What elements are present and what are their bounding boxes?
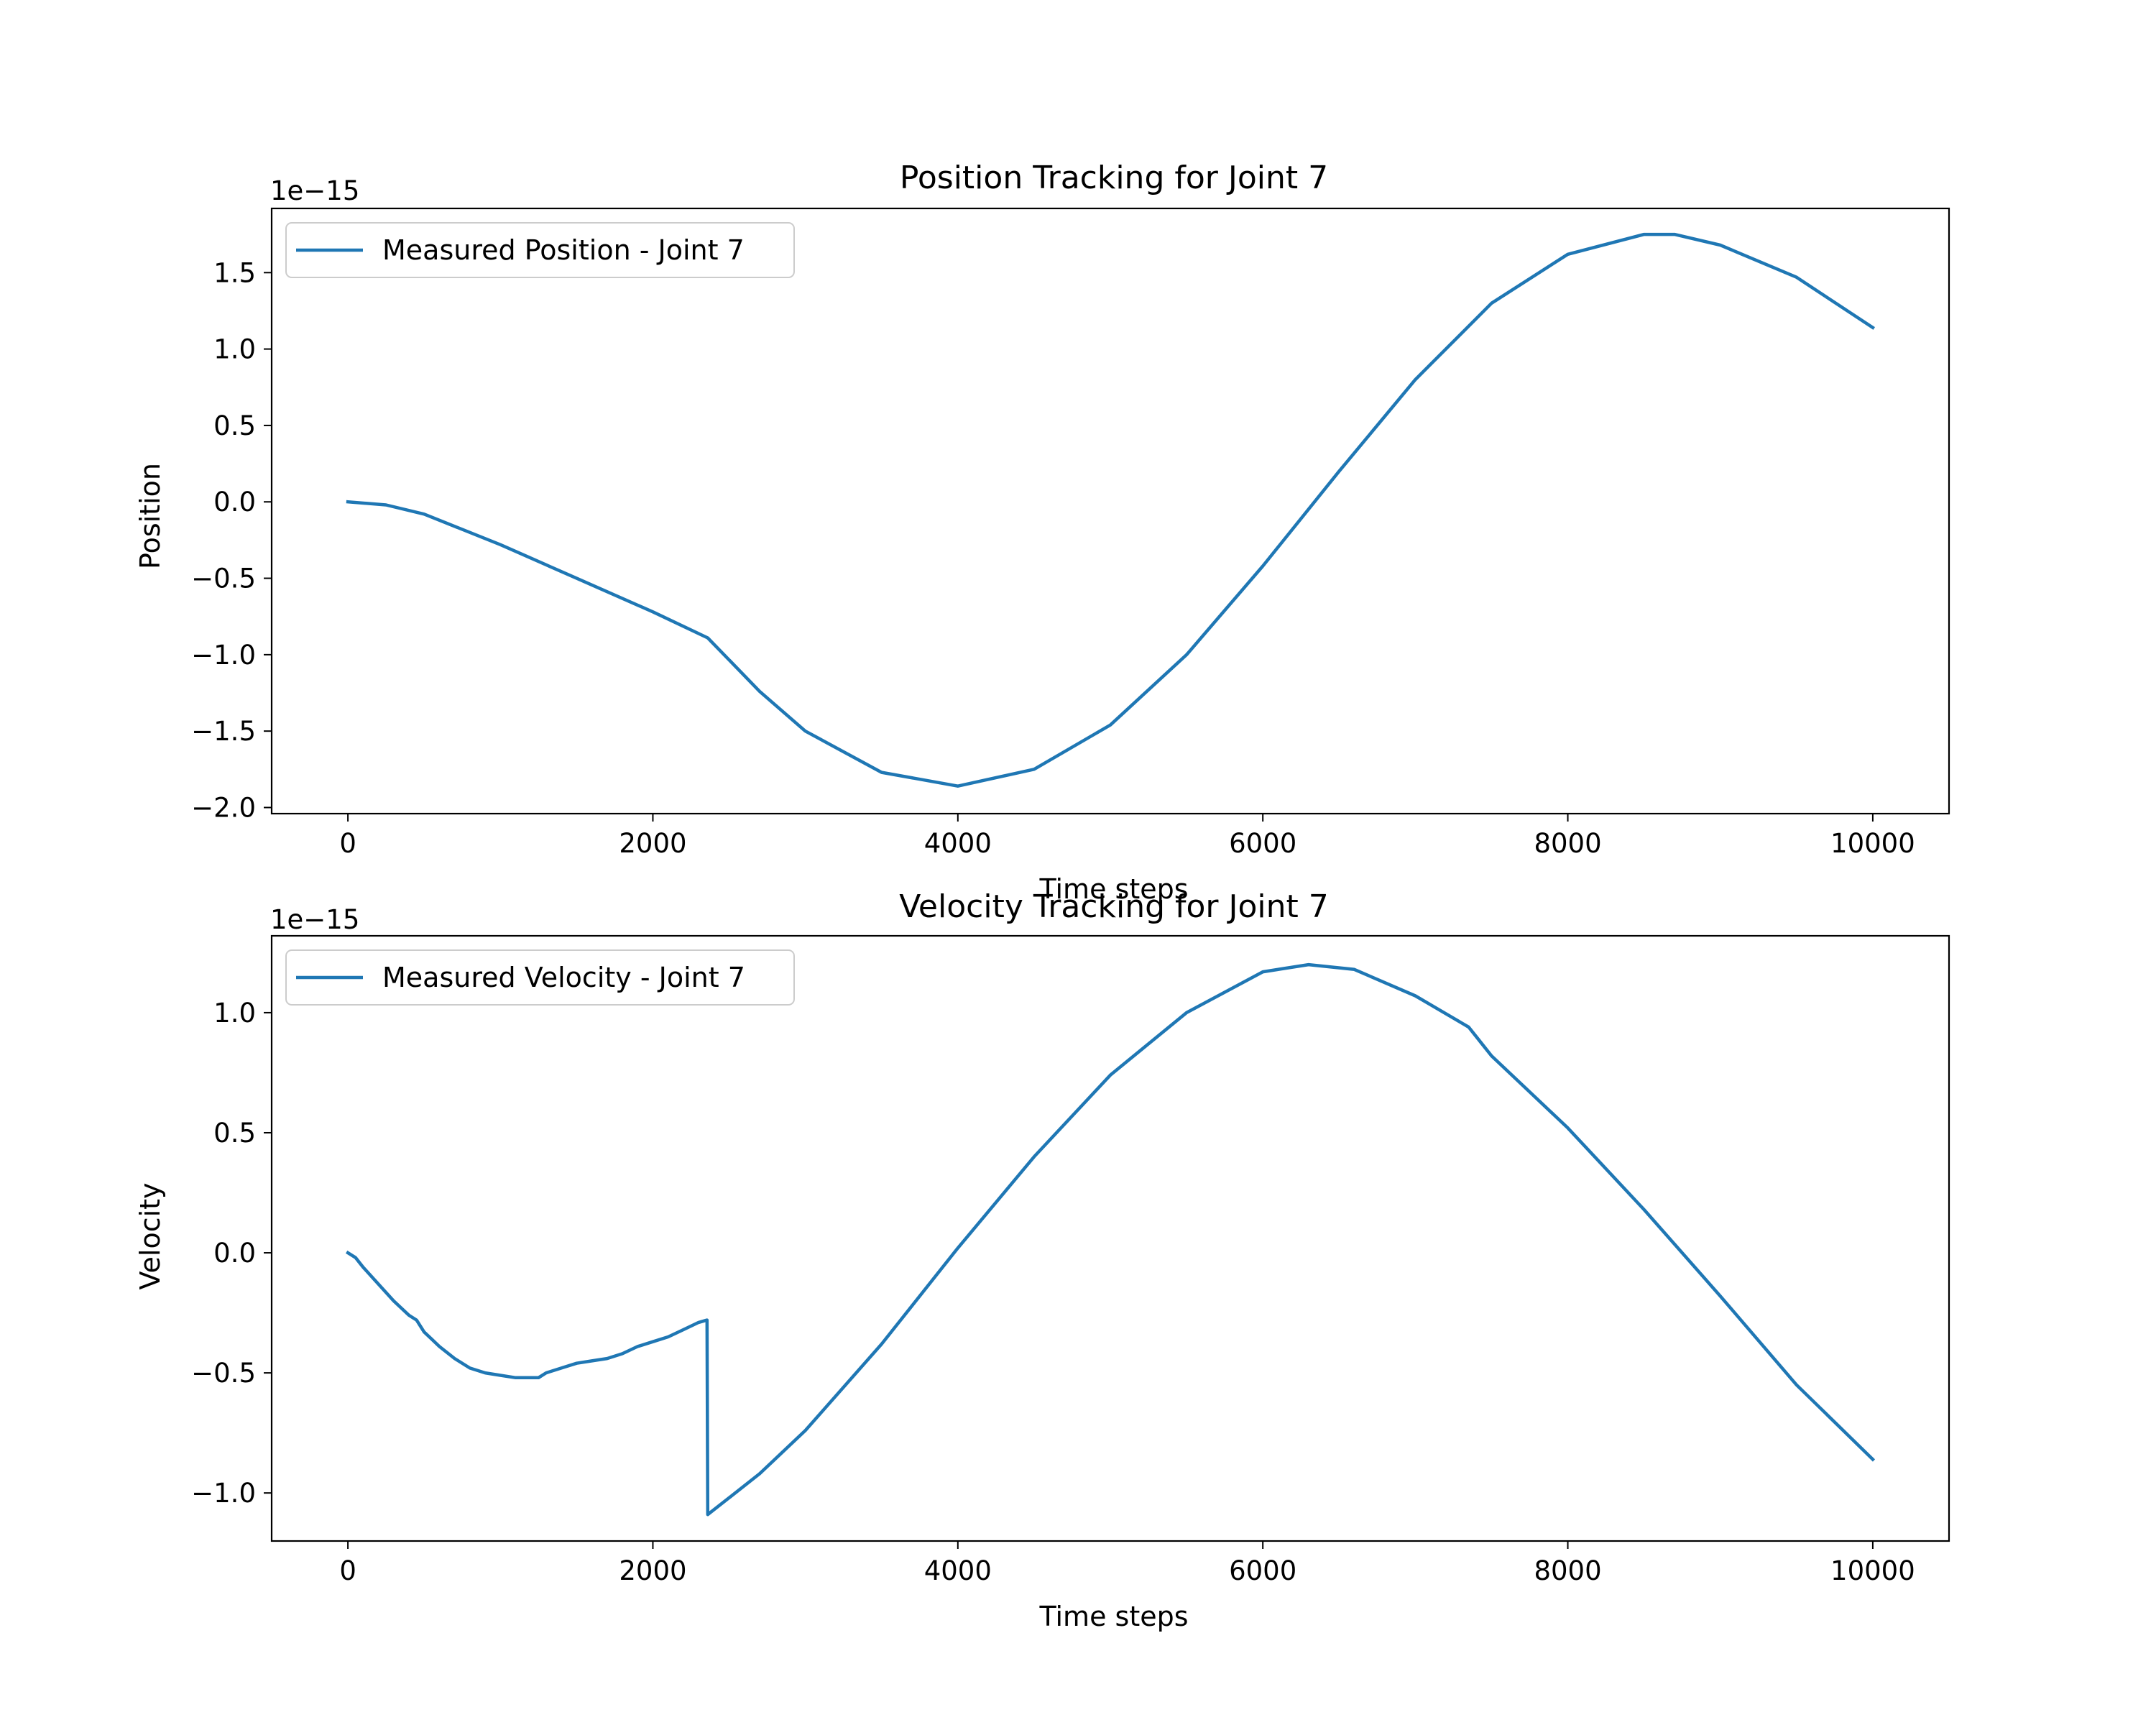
position-x-tick-label: 0 (339, 828, 356, 859)
velocity-x-tick-label: 0 (339, 1555, 356, 1586)
position-y-axis-label: Position (134, 463, 166, 569)
velocity-x-tick-label: 2000 (619, 1555, 686, 1586)
position-x-tick-label: 10000 (1830, 828, 1915, 859)
position-x-axis-label: Time steps (1038, 873, 1188, 905)
position-legend-label: Measured Position - Joint 7 (382, 234, 745, 266)
position-y-tick-label: −1.0 (191, 640, 256, 671)
velocity-y-tick-label: 1.0 (213, 998, 256, 1029)
velocity-x-tick-label: 8000 (1534, 1555, 1601, 1586)
position-x-tick-label: 6000 (1229, 828, 1296, 859)
position-y-tick-label: −1.5 (191, 716, 256, 747)
position-y-tick-label: 1.5 (213, 257, 256, 288)
position-offset-label: 1e−15 (270, 175, 359, 206)
velocity-y-tick-label: 0.0 (213, 1238, 256, 1269)
velocity-plot-area (270, 934, 1950, 1542)
position-legend: Measured Position - Joint 7 (285, 222, 795, 278)
position-ticks: 0 2000 4000 6000 8000 10000 −2.0 −1.5 −1.0 −0.5 0.… (191, 257, 1915, 859)
velocity-legend-label: Measured Velocity - Joint 7 (382, 962, 745, 993)
velocity-axes-frame (270, 934, 1950, 1542)
velocity-x-tick-label: 4000 (924, 1555, 992, 1586)
position-y-tick-label: 1.0 (213, 334, 256, 365)
position-chart: Position Tracking for Joint 7 1e−15 Time… (134, 160, 1950, 905)
velocity-legend: Measured Velocity - Joint 7 (285, 949, 795, 1006)
velocity-x-axis-label: Time steps (1038, 1601, 1188, 1632)
velocity-chart-title: Velocity Tracking for Joint 7 (899, 888, 1328, 925)
position-y-tick-label: 0.0 (213, 487, 256, 518)
position-axes-frame (270, 207, 1950, 815)
position-series-line-0 (346, 232, 1876, 788)
velocity-ticks: 0 2000 4000 6000 8000 10000 −1.0 −0.5 0.0 0.5 1.0 (191, 998, 1915, 1586)
velocity-y-tick-label: 0.5 (213, 1118, 256, 1149)
position-x-tick-label: 4000 (924, 828, 992, 859)
velocity-y-axis-label: Velocity (134, 1182, 166, 1289)
velocity-series-line-0 (345, 962, 1876, 1517)
velocity-x-tick-label: 10000 (1830, 1555, 1915, 1586)
velocity-y-tick-label: −1.0 (191, 1478, 256, 1509)
position-y-tick-label: −2.0 (191, 792, 256, 823)
velocity-y-tick-label: −0.5 (191, 1358, 256, 1389)
position-x-tick-label: 2000 (619, 828, 686, 859)
position-x-tick-label: 8000 (1534, 828, 1601, 859)
position-y-tick-label: −0.5 (191, 564, 256, 594)
velocity-x-tick-label: 6000 (1229, 1555, 1296, 1586)
velocity-legend-frame (285, 949, 795, 1006)
position-chart-title: Position Tracking for Joint 7 (900, 160, 1328, 196)
position-plot-area (270, 207, 1950, 815)
position-y-tick-label: 0.5 (213, 410, 256, 441)
velocity-chart: Velocity Tracking for Joint 7 1e−15 Time… (134, 888, 1950, 1632)
velocity-offset-label: 1e−15 (270, 904, 359, 935)
position-legend-frame (285, 222, 795, 278)
